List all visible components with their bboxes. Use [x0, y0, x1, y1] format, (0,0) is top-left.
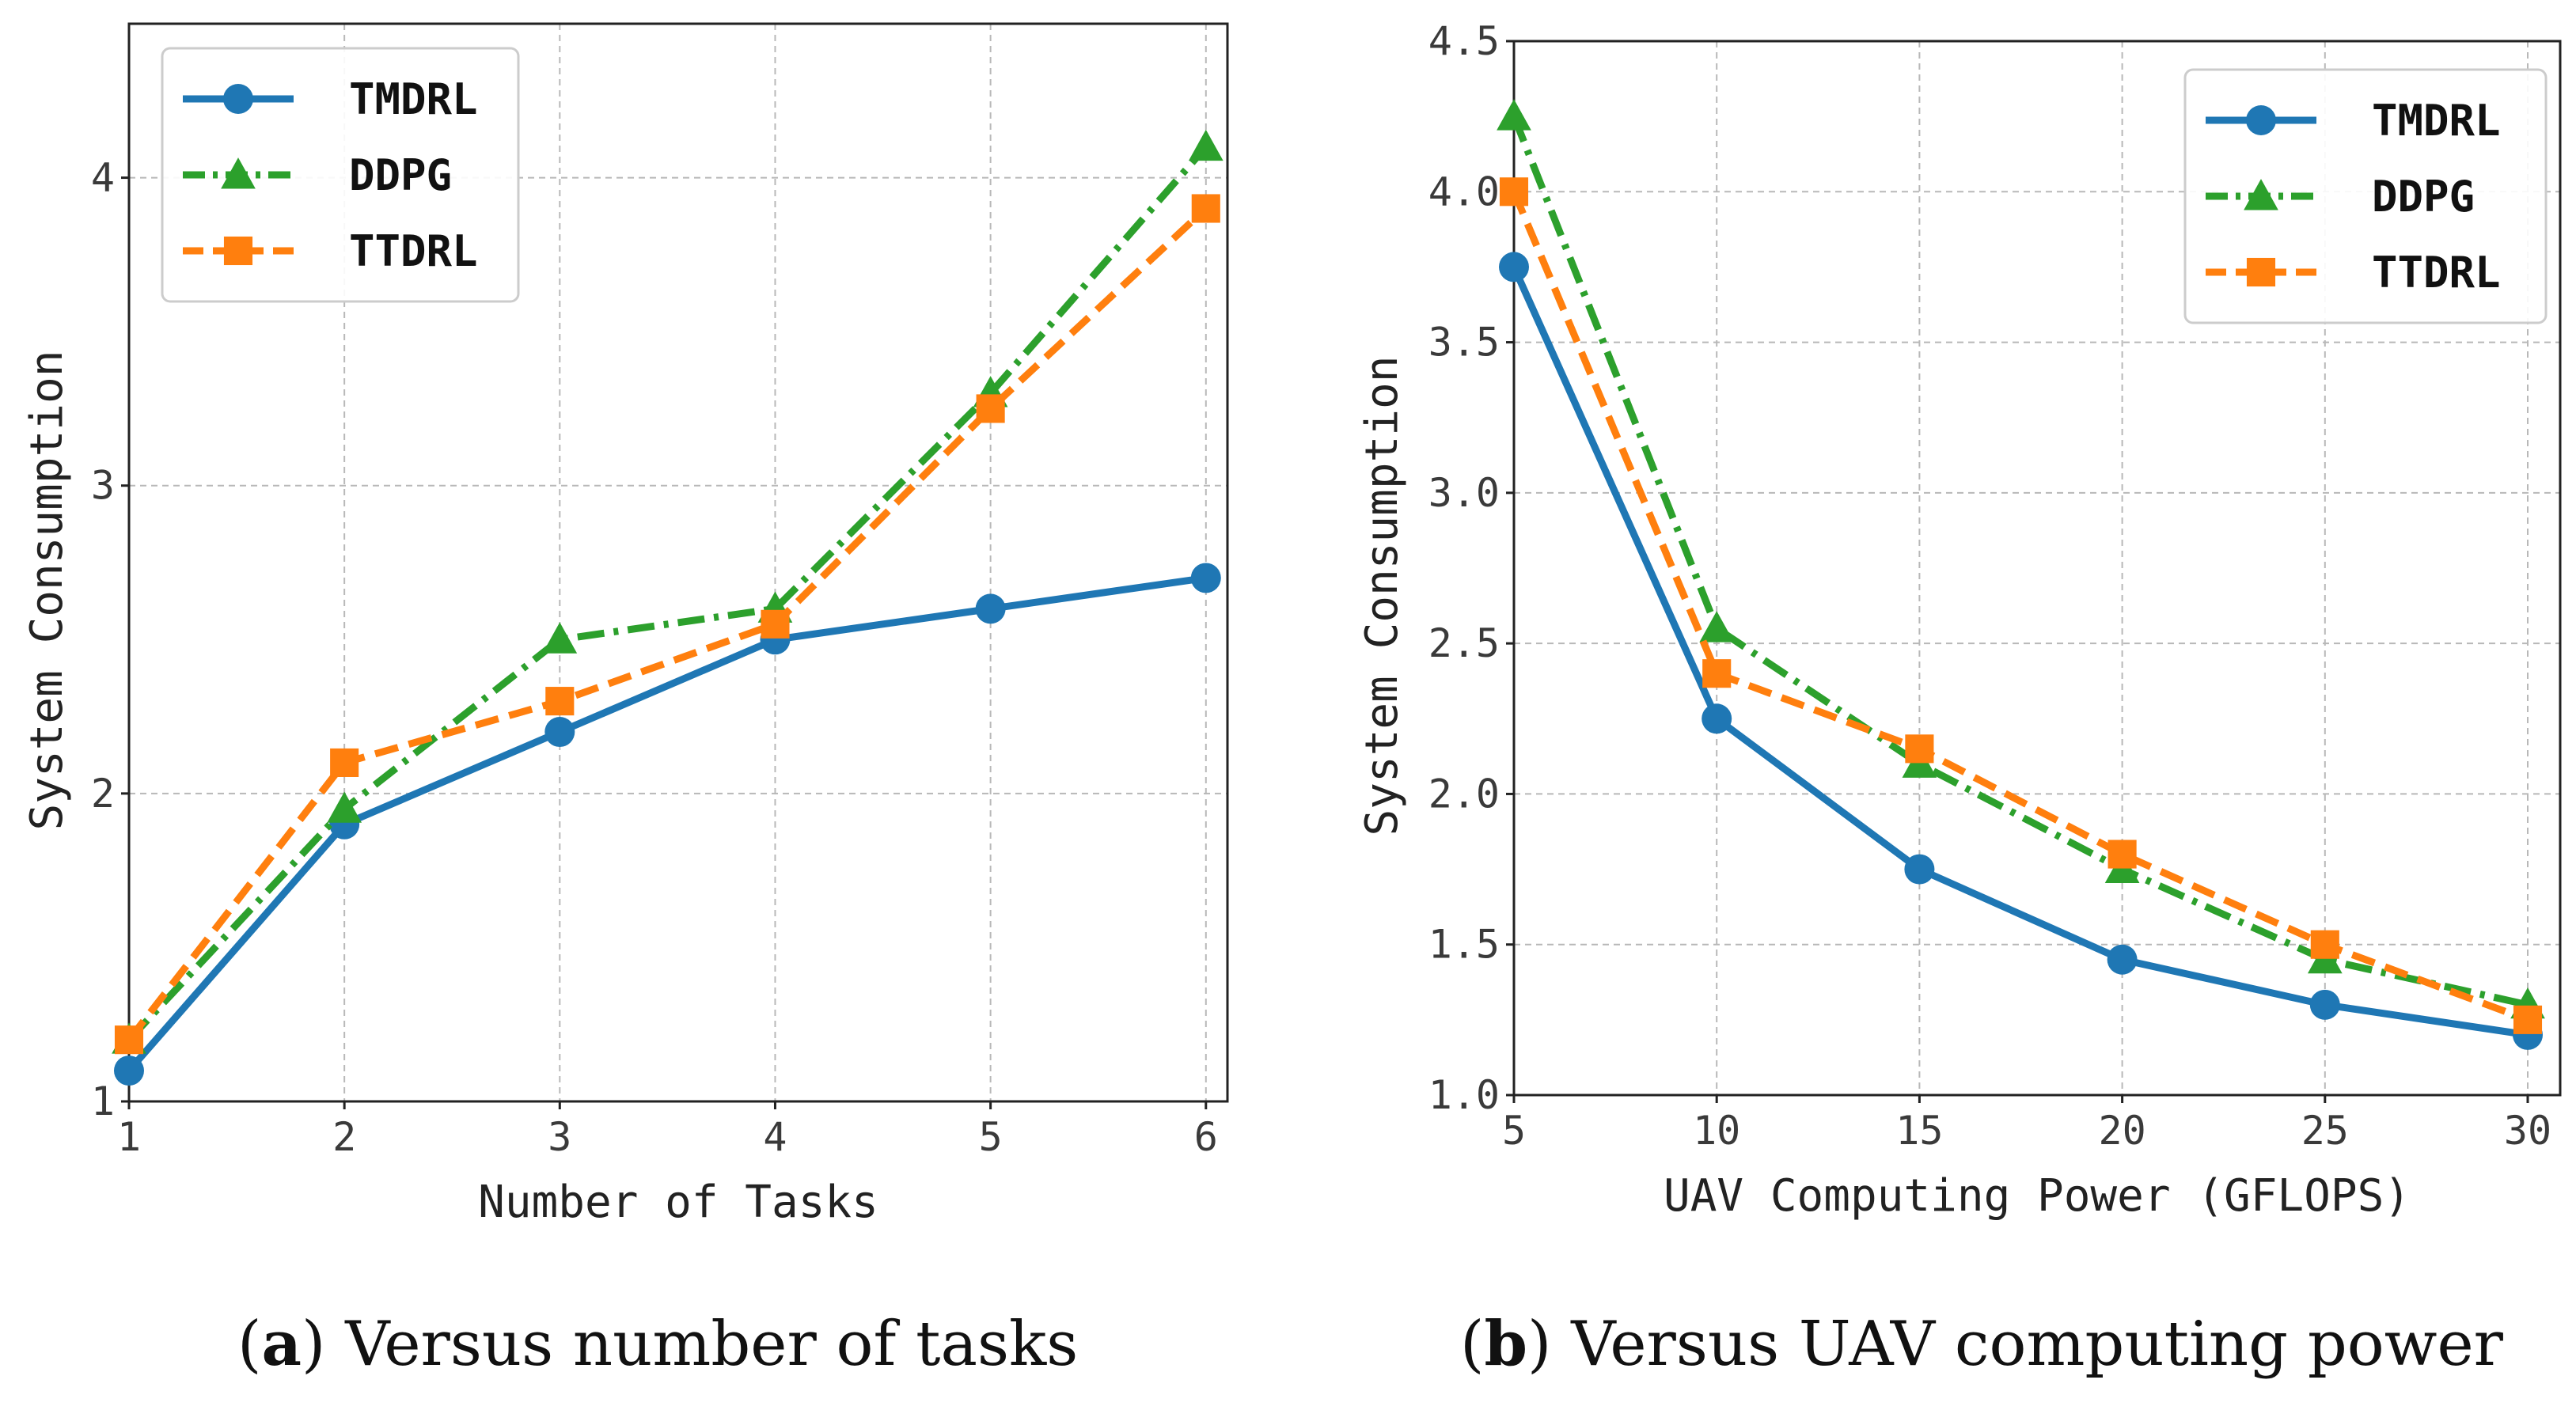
data-point-tmdrl — [1904, 854, 1935, 885]
data-point-ttdrl — [976, 394, 1005, 423]
data-point-ttdrl — [2513, 1005, 2543, 1034]
series-ttdrl — [114, 194, 1220, 1055]
data-point-ttdrl — [1905, 734, 1934, 764]
data-point-ttdrl — [761, 609, 790, 639]
data-point-ttdrl — [1499, 177, 1529, 207]
x-axis-label: UAV Computing Power (GFLOPS) — [1664, 1170, 2411, 1222]
chart-panel-b: 5 10 15 20 25 30 1.0 1.5 2.0 2.5 3.0 3.5 4.0 4.5 UAV C… — [1356, 18, 2562, 1222]
x-tick-label: 5 — [979, 1114, 1003, 1160]
chart-panel-a: 1 2 3 4 5 6 1 2 3 4 Number of Tasks System Consumpt… — [21, 22, 1229, 1228]
x-tick-label: 3 — [548, 1114, 571, 1160]
y-axis-label: System Consumption — [1356, 356, 1408, 836]
series-ttdrl — [1499, 177, 2543, 1034]
series-line-ttdrl — [126, 206, 1208, 1042]
legend: TMDRL DDPG TTDRL — [2183, 68, 2548, 324]
legend-marker-tmdrl — [223, 84, 253, 114]
y-tick-label: 1.0 — [1428, 1072, 1500, 1118]
data-point-tmdrl — [2107, 944, 2138, 975]
series-tmdrl — [114, 563, 1221, 1086]
series-line-ddpg — [1510, 115, 2529, 1009]
y-tick-label: 4.5 — [1428, 18, 1500, 64]
data-point-ddpg — [542, 622, 578, 654]
x-tick-label: 10 — [1693, 1108, 1740, 1154]
data-point-ddpg — [1188, 129, 1224, 161]
caption-a: (a) Versus number of tasks — [237, 1308, 1078, 1380]
x-tick-label: 30 — [2504, 1108, 2551, 1154]
y-tick-label: 3 — [91, 463, 115, 509]
legend-label-ddpg: DDPG — [349, 150, 452, 200]
data-point-tmdrl — [2309, 989, 2340, 1020]
x-tick-label: 20 — [2098, 1108, 2145, 1154]
data-point-ttdrl — [1191, 194, 1220, 223]
y-axis-label: System Consumption — [21, 351, 73, 831]
legend-marker-ttdrl — [223, 236, 253, 266]
data-point-ttdrl — [2310, 930, 2339, 959]
x-tick-label: 2 — [332, 1114, 356, 1160]
legend-label-tmdrl: TMDRL — [2372, 96, 2501, 146]
data-point-ddpg — [327, 791, 362, 823]
x-tick-label: 6 — [1194, 1114, 1218, 1160]
data-point-tmdrl — [1190, 563, 1221, 593]
plot-frame — [1512, 40, 2562, 1097]
series-line-tmdrl — [126, 574, 1207, 1074]
y-tick-label: 3.0 — [1428, 470, 1500, 516]
legend-marker-ddpg — [2244, 179, 2278, 210]
caption-b: (b) Versus UAV computing power — [1460, 1308, 2504, 1380]
data-point-tmdrl — [1499, 252, 1529, 282]
y-tick-label: 4.0 — [1428, 169, 1500, 214]
data-point-tmdrl — [544, 717, 575, 748]
data-point-tmdrl — [114, 1056, 144, 1086]
series-line-ddpg — [126, 144, 1209, 1043]
x-tick-label: 5 — [1502, 1108, 1526, 1154]
y-tick-label: 2 — [91, 771, 115, 817]
data-point-ttdrl — [114, 1025, 144, 1055]
x-axis-label: Number of Tasks — [478, 1177, 878, 1228]
legend-label-ddpg: DDPG — [2372, 172, 2475, 222]
legend: TMDRL DDPG TTDRL — [161, 47, 520, 303]
legend-label-ttdrl: TTDRL — [2372, 248, 2501, 298]
x-tick-label: 4 — [763, 1114, 787, 1160]
y-tick-label: 4 — [91, 155, 115, 201]
x-tick-label: 15 — [1895, 1108, 1943, 1154]
data-point-ttdrl — [1702, 659, 1732, 688]
data-point-tmdrl — [975, 593, 1006, 624]
legend-marker-tmdrl — [2246, 105, 2276, 135]
y-tick-label: 2.0 — [1428, 771, 1500, 817]
series-line-ttdrl — [1510, 190, 2529, 1024]
x-tick-label: 25 — [2301, 1108, 2349, 1154]
y-tick-label: 3.5 — [1428, 320, 1500, 366]
series-line-tmdrl — [1510, 265, 2529, 1039]
series-tmdrl — [1499, 252, 2544, 1050]
data-point-ddpg — [1699, 611, 1735, 642]
x-tick-label: 1 — [117, 1114, 141, 1160]
data-point-ttdrl — [330, 748, 359, 777]
legend-label-ttdrl: TTDRL — [349, 226, 478, 276]
y-tick-label: 1.5 — [1428, 922, 1500, 968]
legend-label-tmdrl: TMDRL — [349, 74, 478, 124]
legend-marker-ddpg — [221, 157, 256, 189]
data-point-ttdrl — [2107, 840, 2137, 869]
data-point-tmdrl — [1702, 703, 1732, 734]
legend-marker-ttdrl — [2246, 257, 2276, 287]
plot-frame — [127, 22, 1229, 1103]
y-tick-label: 1 — [91, 1078, 115, 1124]
y-tick-label: 2.5 — [1428, 620, 1500, 666]
data-point-ddpg — [1497, 99, 1531, 131]
data-point-ttdrl — [545, 687, 575, 716]
